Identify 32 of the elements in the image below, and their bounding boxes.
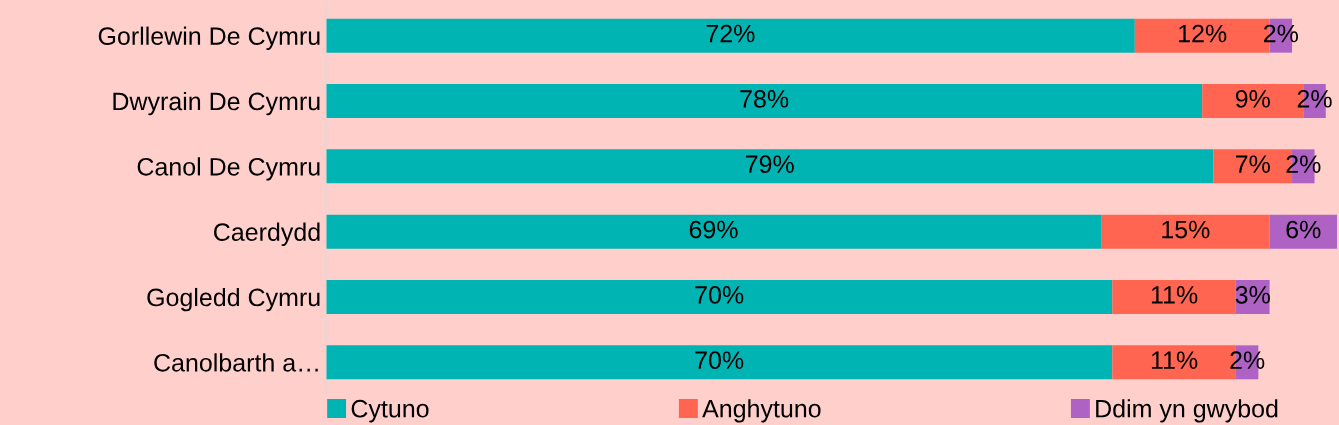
data-label: 79% xyxy=(745,155,794,174)
bar xyxy=(326,18,1135,53)
data-label: 9% xyxy=(1235,90,1270,108)
y-tick-label: Caerdydd xyxy=(214,222,320,246)
data-label: 11% xyxy=(1151,286,1198,304)
legend-label: Anghytuno xyxy=(702,399,821,423)
bar xyxy=(1269,214,1337,249)
data-label: 70% xyxy=(695,351,744,370)
data-label: 70% xyxy=(695,286,744,304)
data-label: 7% xyxy=(1235,155,1270,173)
bar xyxy=(326,214,1102,249)
data-label: 15% xyxy=(1162,220,1210,239)
bar xyxy=(326,345,1113,380)
bar xyxy=(326,149,1214,184)
bar xyxy=(1112,280,1236,314)
data-label: 78% xyxy=(740,90,789,108)
bar xyxy=(1101,214,1270,249)
legend-label: Cytuno xyxy=(351,399,429,423)
data-label: 12% xyxy=(1179,24,1227,43)
y-tick-label: Gogledd Cymru xyxy=(147,287,320,312)
bar xyxy=(326,280,1113,314)
y-tick-label: Canol De Cymru xyxy=(137,157,320,181)
data-label: 11% xyxy=(1151,351,1198,369)
legend-label: Ddim yn gwybod xyxy=(1096,399,1278,423)
data-label: 72% xyxy=(706,24,755,43)
bar xyxy=(326,84,1203,118)
data-label: 6% xyxy=(1286,220,1321,239)
y-tick-label: Dwyrain De Cymru xyxy=(113,91,320,116)
data-label: 3% xyxy=(1235,286,1270,304)
data-label: 69% xyxy=(689,220,738,239)
y-tick-label: Canolbarth a… xyxy=(154,353,318,372)
y-tick-label: Gorllewin De Cymru xyxy=(98,26,320,50)
